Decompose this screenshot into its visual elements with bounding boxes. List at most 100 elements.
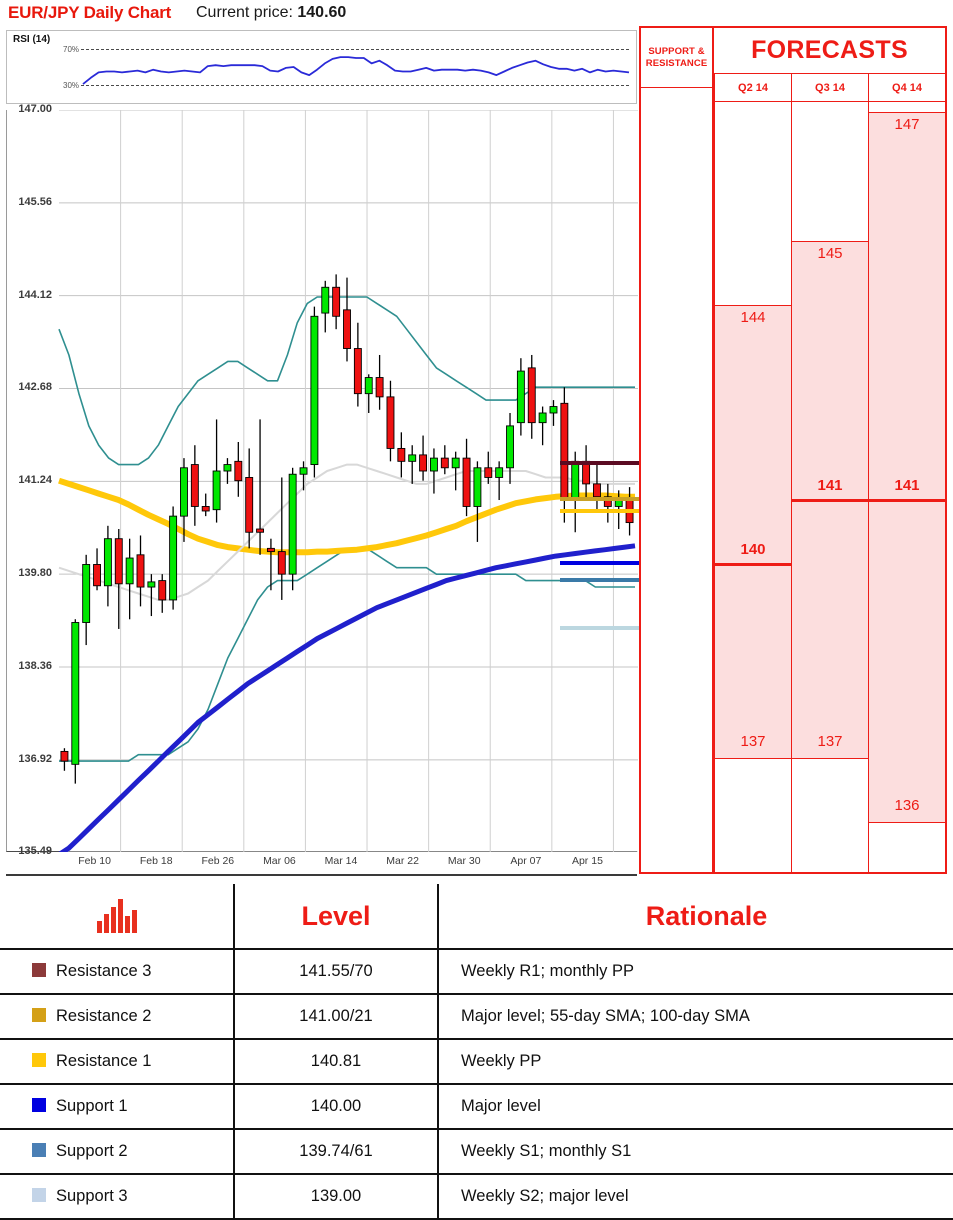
y-axis-tick: 142.68	[18, 381, 52, 394]
rsi-upper-band-label: 70%	[63, 45, 80, 54]
x-axis-tick: Mar 14	[324, 855, 358, 867]
x-axis-tick: Mar 30	[447, 855, 481, 867]
level-name-label: Resistance 3	[56, 962, 152, 980]
table-row: Support 3 139.00 Weekly S2; major level	[0, 1174, 953, 1220]
price-plot	[58, 110, 638, 852]
forecast-mid-value: 141	[894, 476, 920, 494]
forecast-mid-line	[715, 563, 791, 567]
y-axis-tick: 141.24	[18, 474, 52, 487]
level-color-swatch	[32, 1143, 46, 1157]
level-line-resistance-2	[560, 496, 716, 501]
forecast-low-value: 137	[740, 732, 766, 750]
level-line-support-3	[560, 625, 716, 630]
forecasts-panel: SUPPORT & RESISTANCE FORECASTS Q2 14 Q3 1…	[639, 26, 947, 874]
level-name-label: Resistance 2	[56, 1007, 152, 1025]
bar-chart-icon	[96, 899, 137, 933]
level-name-label: Support 2	[56, 1142, 128, 1160]
table-row: Resistance 2 141.00/21 Major level; 55-day…	[0, 994, 953, 1040]
forecast-high-value: 147	[894, 116, 920, 133]
level-rationale-cell: Weekly R1; monthly PP	[438, 949, 953, 995]
table-header-row: Level Rationale	[0, 884, 953, 950]
level-name-label: Support 3	[56, 1187, 128, 1205]
forecasts-title: FORECASTS	[714, 28, 945, 74]
level-color-swatch	[32, 1188, 46, 1202]
table-row: Support 2 139.74/61 Weekly S1; monthly S1	[0, 1129, 953, 1175]
forecast-header-label: Q4 14	[892, 81, 922, 94]
table-header-level: Level	[234, 884, 439, 950]
level-name-cell: Resistance 3	[0, 949, 235, 995]
level-value-cell: 139.74/61	[234, 1129, 439, 1175]
current-price-value: 140.60	[297, 4, 347, 21]
current-price-label: Current price:	[196, 4, 293, 21]
y-axis-tick: 139.80	[18, 567, 52, 580]
level-name-cell: Support 2	[0, 1129, 235, 1175]
price-chart-panel	[6, 110, 638, 852]
chart-header: EUR/JPY Daily Chart Current price: 140.6…	[0, 0, 953, 26]
level-color-swatch	[32, 1053, 46, 1067]
rsi-panel: RSI (14) 70% 30%	[6, 30, 637, 104]
forecast-header-label: Q2 14	[738, 81, 768, 94]
level-value-cell: 140.00	[234, 1084, 439, 1130]
x-axis-tick: Mar 06	[263, 855, 296, 867]
forecast-high-value: 145	[817, 244, 843, 262]
y-axis-tick: 147.00	[18, 103, 52, 115]
y-axis-tick: 136.92	[18, 752, 52, 765]
current-price-readout: Current price: 140.60	[196, 4, 346, 22]
y-axis-tick: 135.49	[18, 845, 52, 857]
levels-table: Level Rationale Resistance 3 141.55/70 Wee…	[0, 884, 953, 1220]
forecast-header-q2-14: Q2 14	[714, 74, 791, 102]
level-name-cell: Resistance 1	[0, 1039, 235, 1085]
table-header-rationale: Rationale	[438, 884, 953, 950]
forecast-column-q3-14: 145 137 141	[791, 102, 868, 872]
forecast-low-value: 136	[894, 797, 920, 815]
rsi-label: RSI (14)	[13, 34, 51, 45]
y-axis-tick: 138.36	[18, 659, 52, 672]
level-rationale-cell: Major level	[438, 1084, 953, 1130]
y-axis-tick: 145.56	[18, 195, 52, 208]
level-line-support-2	[560, 578, 716, 583]
forecast-column-q2-14: 144 137 140	[714, 102, 791, 872]
price-x-axis	[6, 852, 637, 876]
table-header-icon-cell	[0, 884, 235, 950]
table-body: Resistance 3 141.55/70 Weekly R1; monthly …	[0, 949, 953, 1220]
level-value-cell: 140.81	[234, 1039, 439, 1085]
rsi-upper-gridline	[81, 49, 629, 50]
forecasts-title-label: FORECASTS	[751, 36, 908, 64]
forecast-column-q4-14: 147 136 141	[868, 102, 945, 872]
level-name-label: Support 1	[56, 1097, 128, 1115]
level-name-cell: Support 3	[0, 1174, 235, 1220]
forecast-mid-value: 141	[817, 476, 843, 494]
y-axis-tick: 144.12	[18, 288, 52, 301]
level-line-resistance-1	[560, 509, 716, 514]
level-rationale-cell: Weekly S2; major level	[438, 1174, 953, 1220]
forecast-mid-line	[792, 498, 868, 502]
level-line-resistance-3	[560, 461, 716, 466]
support-resistance-column	[641, 88, 714, 872]
x-axis-tick: Feb 10	[78, 855, 111, 867]
forecast-low-value: 137	[817, 732, 843, 750]
level-name-cell: Resistance 2	[0, 994, 235, 1040]
level-rationale-cell: Weekly PP	[438, 1039, 953, 1085]
x-axis-tick: Apr 07	[510, 855, 542, 867]
level-rationale-cell: Major level; 55-day SMA; 100-day SMA	[438, 994, 953, 1040]
level-line-support-1	[560, 561, 716, 566]
rsi-lower-gridline	[81, 85, 629, 86]
forecast-mid-line	[869, 498, 945, 502]
forecast-header-label: Q3 14	[815, 81, 845, 94]
forecast-mid-value: 140	[740, 541, 766, 559]
rsi-lower-band-label: 30%	[63, 81, 80, 90]
x-axis-tick: Apr 15	[571, 855, 603, 867]
table-row: Resistance 1 140.81 Weekly PP	[0, 1039, 953, 1085]
level-value-cell: 141.00/21	[234, 994, 439, 1040]
x-axis-tick: Feb 18	[139, 855, 173, 867]
forecast-band	[869, 112, 945, 824]
forecast-high-value: 144	[740, 309, 766, 327]
level-color-swatch	[32, 963, 46, 977]
table-header-level-label: Level	[301, 900, 371, 931]
page-title: EUR/JPY Daily Chart	[8, 3, 172, 22]
level-color-swatch	[32, 1098, 46, 1112]
x-axis-tick: Mar 22	[386, 855, 419, 867]
level-name-cell: Support 1	[0, 1084, 235, 1130]
forecast-band	[715, 305, 791, 759]
support-resistance-header-label: SUPPORT & RESISTANCE	[645, 45, 708, 69]
